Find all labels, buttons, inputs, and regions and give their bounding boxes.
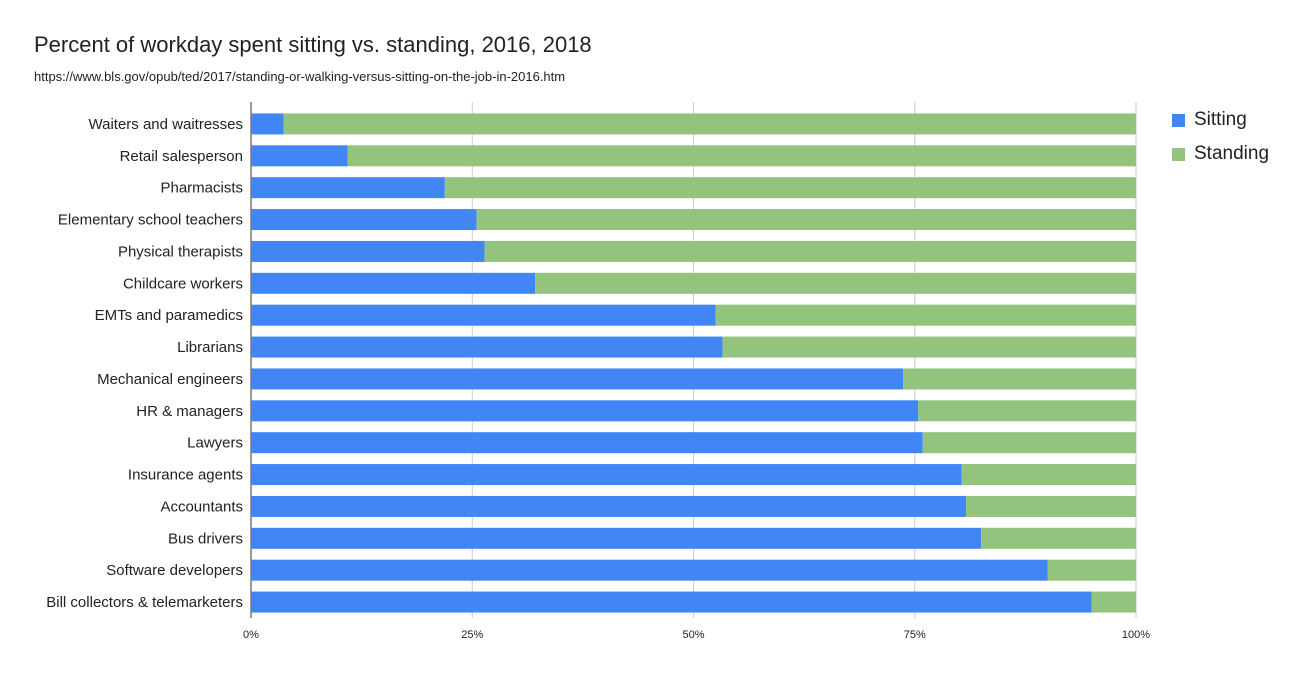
bar-sitting-lawyers [251, 432, 923, 454]
category-label: Retail salesperson [120, 148, 243, 165]
bar-standing-librarians [722, 336, 1136, 358]
category-label: HR & managers [136, 403, 243, 420]
bar-sitting-bill-collectors-telemarketers [251, 591, 1092, 613]
bar-standing-retail-salesperson [347, 145, 1137, 167]
bar-standing-emts-and-paramedics [715, 304, 1136, 326]
bar-sitting-bus-drivers [251, 527, 982, 549]
legend-swatch-sitting [1172, 113, 1185, 127]
bars [251, 113, 1137, 613]
category-label: Lawyers [187, 435, 243, 452]
bar-sitting-software-developers [251, 559, 1048, 581]
bar-sitting-childcare-workers [251, 272, 536, 294]
x-tick-labels: 0% 25% 50% 75% 100% [243, 629, 1150, 641]
bar-sitting-pharmacists [251, 177, 445, 199]
category-label: Software developers [106, 562, 243, 579]
bar-standing-childcare-workers [535, 272, 1136, 294]
bar-sitting-retail-salesperson [251, 145, 348, 167]
category-label: Bus drivers [168, 530, 243, 547]
category-label: Waiters and waitresses [89, 116, 244, 133]
x-tick-label: 75% [904, 629, 926, 641]
bar-sitting-accountants [251, 495, 967, 517]
bar-sitting-physical-therapists [251, 240, 485, 262]
legend-item-sitting: Sitting [1172, 103, 1269, 137]
category-label: Childcare workers [123, 275, 243, 292]
category-label: EMTs and paramedics [95, 307, 243, 324]
legend-item-standing: Standing [1172, 137, 1269, 171]
chart-title: Percent of workday spent sitting vs. sta… [34, 32, 592, 57]
bar-standing-hr-managers [918, 400, 1136, 422]
category-label: Elementary school teachers [58, 212, 243, 229]
legend-label-sitting: Sitting [1194, 109, 1247, 130]
bar-sitting-hr-managers [251, 400, 919, 422]
chart-subtitle: https://www.bls.gov/opub/ted/2017/standi… [34, 69, 566, 84]
bar-sitting-mechanical-engineers [251, 368, 904, 390]
legend-label-standing: Standing [1194, 143, 1270, 164]
bar-standing-accountants [966, 495, 1136, 517]
bar-standing-bus-drivers [981, 527, 1136, 549]
category-label: Pharmacists [160, 180, 243, 197]
category-labels: Waiters and waitresses Retail salesperson… [46, 116, 243, 611]
bar-sitting-librarians [251, 336, 723, 358]
bar-sitting-insurance-agents [251, 464, 962, 486]
bar-sitting-elementary-school-teachers [251, 209, 477, 231]
bar-standing-elementary-school-teachers [476, 209, 1136, 231]
bar-sitting-waiters-and-waitresses [251, 113, 284, 135]
x-tick-label: 0% [243, 629, 259, 641]
bar-standing-waiters-and-waitresses [283, 113, 1136, 135]
x-tick-label: 25% [461, 629, 483, 641]
legend-swatch-standing [1172, 147, 1185, 161]
bar-standing-mechanical-engineers [903, 368, 1136, 390]
category-label: Insurance agents [128, 467, 243, 484]
bar-standing-lawyers [922, 432, 1136, 454]
bar-standing-pharmacists [444, 177, 1136, 199]
category-label: Physical therapists [118, 243, 243, 260]
bar-standing-physical-therapists [484, 240, 1136, 262]
bar-standing-software-developers [1047, 559, 1136, 581]
bar-standing-bill-collectors-telemarketers [1091, 591, 1136, 613]
x-tick-label: 100% [1122, 629, 1150, 641]
bar-standing-insurance-agents [961, 464, 1136, 486]
category-label: Mechanical engineers [97, 371, 243, 388]
category-label: Accountants [160, 498, 243, 515]
category-label: Bill collectors & telemarketers [46, 594, 243, 611]
category-label: Librarians [177, 339, 243, 356]
bar-sitting-emts-and-paramedics [251, 304, 716, 326]
legend: Sitting Standing [1172, 103, 1269, 171]
x-tick-label: 50% [682, 629, 704, 641]
